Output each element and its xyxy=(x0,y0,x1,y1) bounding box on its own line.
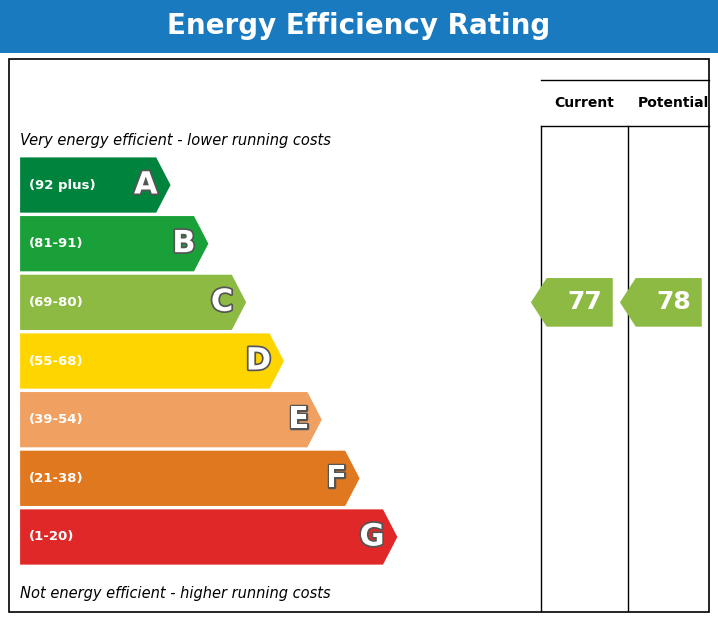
Polygon shape xyxy=(20,157,171,213)
Text: B: B xyxy=(172,229,195,258)
Text: E: E xyxy=(288,405,309,434)
Text: (92 plus): (92 plus) xyxy=(29,178,95,191)
Text: A: A xyxy=(134,170,158,199)
Text: (55-68): (55-68) xyxy=(29,355,83,368)
Text: Very energy efficient - lower running costs: Very energy efficient - lower running co… xyxy=(20,133,331,148)
Text: (81-91): (81-91) xyxy=(29,237,83,250)
Polygon shape xyxy=(531,278,612,327)
Text: F: F xyxy=(326,464,347,493)
Polygon shape xyxy=(620,278,701,327)
Text: (1-20): (1-20) xyxy=(29,530,74,543)
Polygon shape xyxy=(20,509,397,565)
Text: (39-54): (39-54) xyxy=(29,413,83,426)
Text: 78: 78 xyxy=(656,290,691,314)
Polygon shape xyxy=(20,216,208,271)
Text: Energy Efficiency Rating: Energy Efficiency Rating xyxy=(167,12,551,40)
Text: C: C xyxy=(211,288,233,317)
Text: Not energy efficient - higher running costs: Not energy efficient - higher running co… xyxy=(20,586,331,601)
Text: G: G xyxy=(360,522,384,552)
Polygon shape xyxy=(20,392,322,448)
Text: (21-38): (21-38) xyxy=(29,472,83,485)
Text: (69-80): (69-80) xyxy=(29,296,83,309)
Text: Current: Current xyxy=(554,96,615,110)
Text: D: D xyxy=(246,347,271,376)
Text: 77: 77 xyxy=(567,290,602,314)
Polygon shape xyxy=(20,334,284,389)
Polygon shape xyxy=(20,451,360,506)
Polygon shape xyxy=(20,275,246,330)
Text: Potential: Potential xyxy=(638,96,709,110)
